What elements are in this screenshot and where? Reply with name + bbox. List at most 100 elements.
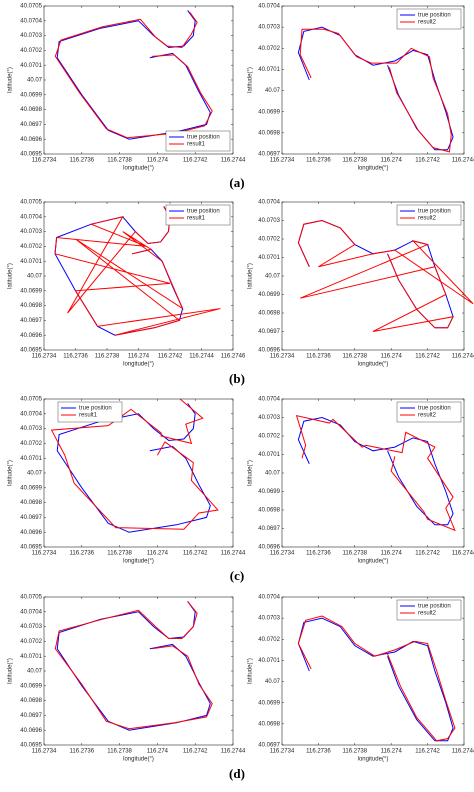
y-tick-label: 40.07 xyxy=(265,679,281,685)
trajectory xyxy=(54,206,221,336)
x-tick-label: 116.274 xyxy=(381,749,403,755)
legend-label: true position xyxy=(418,604,451,610)
x-tick-label: 116.2744 xyxy=(221,158,246,164)
y-tick-label: 40.0696 xyxy=(258,545,280,551)
x-tick-label: 116.2738 xyxy=(343,354,368,360)
x-tick-label: 116.274 xyxy=(147,551,169,557)
y-tick-label: 40.0702 xyxy=(258,637,280,643)
axes-frame xyxy=(43,596,234,746)
axes-frame xyxy=(281,201,465,351)
y-tick-label: 40.0696 xyxy=(20,333,42,339)
trajectory xyxy=(297,617,454,742)
x-tick-label: 116.2736 xyxy=(63,354,88,360)
axes-frame xyxy=(281,398,465,548)
x-tick-label: 116.2742 xyxy=(158,354,183,360)
legend-label: true position xyxy=(79,406,112,412)
plot-area xyxy=(44,597,233,745)
y-tick-label: 40.0699 xyxy=(258,489,280,495)
y-tick-label: 40.0696 xyxy=(20,137,42,143)
y-tick-label: 40.0698 xyxy=(258,721,280,727)
y-tick-label: 40.0705 xyxy=(20,397,42,403)
legend-label: true position xyxy=(418,209,451,215)
legend-label: result2 xyxy=(418,413,437,419)
legend-label: true position xyxy=(418,406,451,412)
y-axis-label: latitude(°) xyxy=(8,67,14,93)
y-axis-label: latitude(°) xyxy=(8,658,14,684)
plot-area xyxy=(282,597,464,745)
legend-label: result1 xyxy=(187,142,206,148)
y-tick-label: 40.0704 xyxy=(20,214,42,220)
y-tick-label: 40.0702 xyxy=(20,441,42,447)
x-tick-label: 116.274 xyxy=(381,158,403,164)
legend-label: result1 xyxy=(79,413,98,419)
legend-label: result2 xyxy=(418,20,437,26)
y-tick-label: 40.0699 xyxy=(258,292,280,298)
caption: (c) xyxy=(230,568,244,583)
x-tick-label: 116.2734 xyxy=(270,354,295,360)
x-tick-label: 116.2734 xyxy=(32,354,57,360)
x-tick-label: 116.2736 xyxy=(70,158,95,164)
y-tick-label: 40.0698 xyxy=(20,107,42,113)
y-tick-label: 40.0703 xyxy=(258,25,280,31)
x-tick-label: 116.2738 xyxy=(107,749,132,755)
x-axis-label: longitude(°) xyxy=(358,559,389,565)
y-tick-label: 40.0697 xyxy=(258,152,280,158)
y-tick-label: 40.0704 xyxy=(20,609,42,615)
legend-box xyxy=(396,8,462,30)
x-tick-label: 116.2734 xyxy=(32,158,57,164)
trajectory xyxy=(54,11,213,139)
x-tick-label: 116.274 xyxy=(147,749,169,755)
y-axis-label: latitude(°) xyxy=(248,460,254,486)
y-tick-label: 40.0699 xyxy=(258,700,280,706)
y-tick-label: 40.0704 xyxy=(258,4,280,10)
y-tick-label: 40.0704 xyxy=(258,200,280,206)
y-tick-label: 40.0703 xyxy=(20,624,42,630)
x-tick-label: 116.2736 xyxy=(306,551,331,557)
legend-label: true position xyxy=(418,13,451,19)
y-axis-label: latitude(°) xyxy=(248,658,254,684)
plot-area xyxy=(44,399,233,547)
y-tick-label: 40.07 xyxy=(265,471,281,477)
x-tick-label: 116.2734 xyxy=(32,749,57,755)
x-tick-label: 116.2744 xyxy=(452,551,474,557)
x-axis-label: longitude(°) xyxy=(123,362,154,368)
x-tick-label: 116.2734 xyxy=(270,158,295,164)
y-tick-label: 40.0697 xyxy=(20,122,42,128)
plot-area xyxy=(44,6,233,154)
y-tick-label: 40.0702 xyxy=(258,434,280,440)
x-tick-label: 116.2738 xyxy=(107,158,132,164)
x-tick-label: 116.2742 xyxy=(183,158,208,164)
plot-area xyxy=(44,202,233,350)
y-tick-label: 40.0697 xyxy=(258,743,280,749)
y-tick-label: 40.0702 xyxy=(20,244,42,250)
y-tick-label: 40.0701 xyxy=(20,63,42,69)
y-tick-label: 40.0702 xyxy=(258,46,280,52)
y-tick-label: 40.0703 xyxy=(20,229,42,235)
x-tick-label: 116.2738 xyxy=(343,551,368,557)
trajectory xyxy=(299,28,452,153)
legend-box xyxy=(396,599,462,621)
y-tick-label: 40.07 xyxy=(27,274,43,280)
legend-box xyxy=(396,401,462,423)
legend-label: true position xyxy=(187,135,220,141)
y-tick-label: 40.0705 xyxy=(20,200,42,206)
x-tick-label: 116.2742 xyxy=(415,749,440,755)
y-tick-label: 40.0699 xyxy=(20,288,42,294)
y-tick-label: 40.0698 xyxy=(258,508,280,514)
trajectory xyxy=(297,615,456,742)
trajectory xyxy=(50,398,219,530)
y-tick-label: 40.0704 xyxy=(20,411,42,417)
y-tick-label: 40.0698 xyxy=(20,500,42,506)
y-axis-label: latitude(°) xyxy=(8,263,14,289)
y-tick-label: 40.0699 xyxy=(20,485,42,491)
legend-label: result2 xyxy=(418,611,437,617)
y-tick-label: 40.0701 xyxy=(20,259,42,265)
y-tick-label: 40.0702 xyxy=(258,237,280,243)
y-tick-label: 40.0699 xyxy=(20,92,42,98)
y-tick-label: 40.07 xyxy=(265,274,281,280)
caption: (b) xyxy=(229,371,245,386)
x-tick-label: 116.2736 xyxy=(70,749,95,755)
x-tick-label: 116.2742 xyxy=(415,158,440,164)
